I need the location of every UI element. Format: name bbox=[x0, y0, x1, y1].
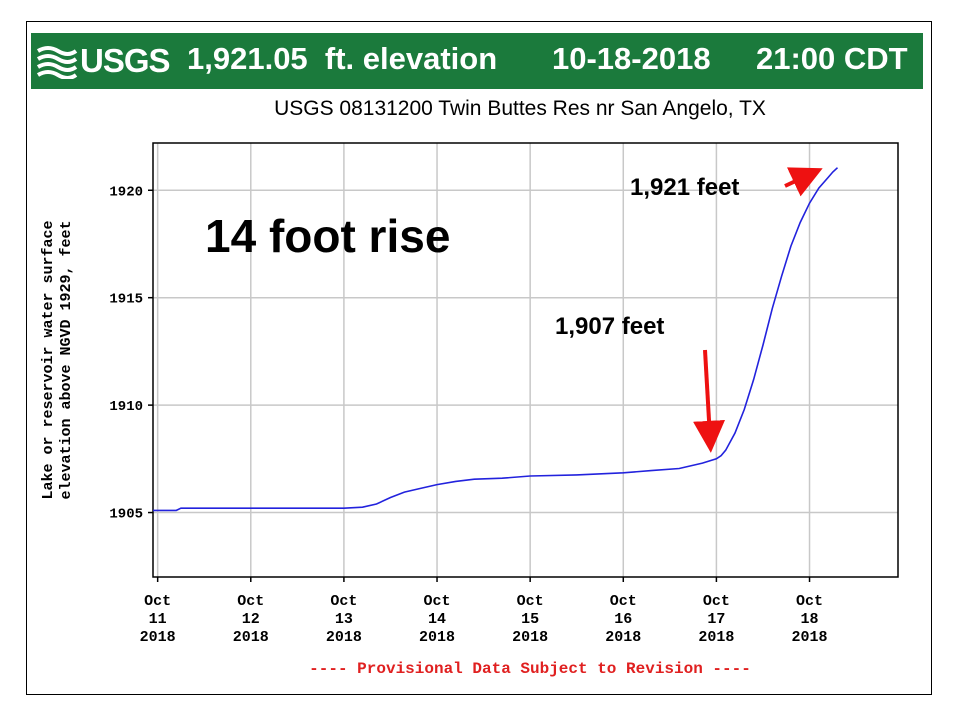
x-tick-label: Oct 16 2018 bbox=[605, 593, 641, 646]
usgs-logo-text: USGS bbox=[80, 42, 171, 79]
x-tick-label: Oct 14 2018 bbox=[419, 593, 455, 646]
usgs-banner: USGS 1,921.05 ft. elevation 10-18-2018 2… bbox=[31, 33, 923, 89]
x-tick-label: Oct 11 2018 bbox=[140, 593, 176, 646]
chart-title: USGS 08131200 Twin Buttes Res nr San Ang… bbox=[274, 97, 766, 120]
y-tick-label: 1905 bbox=[109, 507, 143, 523]
x-tick-label: Oct 17 2018 bbox=[698, 593, 734, 646]
start-arrow bbox=[693, 349, 726, 453]
headline-annotation: 14 foot rise bbox=[205, 210, 450, 262]
x-tick-label: Oct 12 2018 bbox=[233, 593, 269, 646]
banner-elevation: 1,921.05 ft. elevation bbox=[187, 41, 498, 76]
x-tick-label: Oct 13 2018 bbox=[326, 593, 362, 646]
start-annotation: 1,907 feet bbox=[555, 313, 664, 340]
usgs-wave-icon bbox=[36, 46, 78, 79]
x-tick-label: Oct 15 2018 bbox=[512, 593, 548, 646]
y-tick-label: 1915 bbox=[109, 292, 143, 308]
usgs-logo: USGS bbox=[36, 37, 171, 85]
banner-date: 10-18-2018 bbox=[552, 41, 711, 76]
elevation-series-line bbox=[153, 167, 839, 512]
peak-arrow bbox=[784, 167, 823, 197]
banner-time: 21:00 CDT bbox=[756, 41, 908, 76]
provisional-notice: ---- Provisional Data Subject to Revisio… bbox=[309, 660, 751, 678]
y-tick-label: 1920 bbox=[109, 184, 143, 200]
y-axis-label: Lake or reservoir water surfaceelevation… bbox=[40, 220, 75, 499]
x-tick-label: Oct 18 2018 bbox=[792, 593, 828, 646]
y-tick-label: 1910 bbox=[109, 399, 143, 415]
plot-area bbox=[152, 142, 899, 578]
slide-frame bbox=[26, 21, 932, 695]
peak-annotation: 1,921 feet bbox=[630, 174, 739, 201]
